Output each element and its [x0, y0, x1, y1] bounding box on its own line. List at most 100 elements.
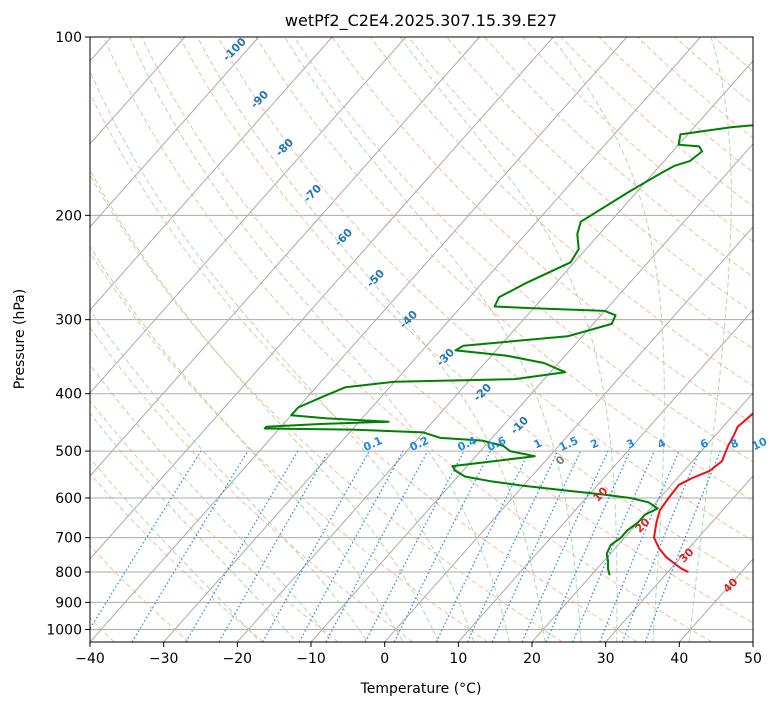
- x-tick-label: −10: [296, 651, 326, 667]
- temperature-line: [653, 412, 753, 573]
- dry-adiabat: [522, 37, 753, 243]
- moist-adiabat: [129, 37, 507, 630]
- moist-adiabat: [321, 629, 333, 642]
- moist-adiabat: [579, 629, 582, 642]
- dry-adiabat: [102, 37, 712, 642]
- mixing-ratio-label: 8: [728, 436, 740, 451]
- y-tick-label: 400: [55, 387, 82, 403]
- mixing-ratio-line: [298, 450, 404, 642]
- dry-adiabat: [90, 399, 339, 642]
- dry-adiabat: [560, 37, 753, 208]
- mixing-ratio-line: [364, 450, 465, 642]
- isotherm-line: [90, 37, 333, 311]
- isotherm-line: [752, 641, 753, 642]
- moist-adiabat: [690, 37, 732, 630]
- isotherm-line: [90, 37, 186, 145]
- moist-adiabat: [688, 629, 691, 642]
- isotherm-label: -10: [508, 414, 531, 437]
- mixing-ratio-line: [262, 450, 370, 642]
- y-tick-label: 700: [55, 531, 82, 547]
- data-lines: [263, 124, 753, 576]
- mixing-ratio-line: [185, 450, 299, 642]
- y-tick-label: 1000: [46, 622, 82, 638]
- mixing-ratio-line: [90, 450, 202, 630]
- y-tick-label: 900: [55, 595, 82, 611]
- mixing-ratio-label: 2: [588, 436, 600, 451]
- background-lines: [90, 37, 753, 642]
- moist-adiabat: [542, 629, 546, 642]
- isotherm-line: [90, 37, 554, 560]
- x-tick-label: 50: [744, 651, 762, 667]
- moist-adiabat: [358, 629, 369, 642]
- isotherm-label: -30: [434, 346, 457, 369]
- dry-adiabat: [408, 37, 753, 350]
- x-tick-label: 20: [523, 651, 541, 667]
- isotherm-line: [90, 37, 259, 228]
- y-tick-label: 600: [55, 491, 82, 507]
- x-tick-label: −20: [223, 651, 253, 667]
- mixing-ratio-line: [521, 450, 609, 642]
- moist-adiabat: [399, 37, 618, 630]
- dry-adiabat: [255, 37, 753, 502]
- isotherm-line: [531, 392, 753, 642]
- x-axis-label: Temperature (°C): [360, 681, 482, 697]
- dry-adiabat: [90, 92, 638, 642]
- moist-adiabat: [90, 309, 360, 630]
- mixing-ratio-line: [621, 450, 701, 642]
- plot-frame: [89, 36, 754, 643]
- mixing-ratio-label: 4: [655, 436, 668, 451]
- moist-adiabat: [551, 37, 665, 630]
- dewpoint-line: [263, 124, 753, 576]
- chart-title: wetPf2_C2E4.2025.307.15.39.E27: [285, 11, 557, 31]
- mixing-ratio-line: [325, 450, 429, 642]
- isotherm-line: [236, 60, 753, 642]
- moist-adiabat: [90, 168, 434, 630]
- mixing-ratio-line: [131, 450, 249, 642]
- y-tick-label: 100: [55, 30, 82, 46]
- mixing-ratio-line: [393, 450, 492, 642]
- moist-adiabat: [395, 629, 404, 642]
- mixing-ratio-line: [644, 450, 721, 642]
- dry-adiabat: [179, 37, 753, 583]
- moist-adiabat: [284, 629, 297, 642]
- isotherm-label: -20: [471, 381, 494, 404]
- isotherm-line: [384, 226, 753, 642]
- moist-adiabat: [284, 37, 581, 630]
- y-tick-label: 500: [55, 444, 82, 460]
- mixing-ratio-line: [218, 450, 330, 642]
- x-tick-label: −40: [75, 651, 105, 667]
- mixing-ratio-line: [572, 450, 655, 642]
- x-tick-label: 0: [380, 651, 389, 667]
- moist-adiabat: [90, 363, 323, 630]
- moist-adiabat: [196, 37, 544, 630]
- isotherm-label: -40: [397, 308, 420, 331]
- isotherm-label: -80: [273, 136, 296, 159]
- dry-adiabat: [90, 545, 190, 642]
- isotherm-line: [163, 37, 701, 642]
- dry-adiabat: [369, 37, 753, 387]
- mixing-ratio-line: [599, 450, 680, 642]
- x-tick-label: −30: [149, 651, 179, 667]
- mixing-ratio-label: 6: [698, 436, 711, 451]
- dry-adiabat: [293, 37, 753, 463]
- x-tick-label: 10: [449, 651, 467, 667]
- moist-adiabat: [505, 629, 510, 642]
- moist-adiabat: [90, 412, 286, 630]
- isotherm-line: [90, 37, 480, 477]
- mixing-ratio-label: 3: [624, 436, 636, 451]
- y-axis-ticks: 100 200 300 400 500 600 700 800 900 1000: [46, 30, 90, 638]
- dry-adiabat: [90, 173, 563, 642]
- y-tick-label: 800: [55, 565, 82, 581]
- isotherm-label: 30: [677, 545, 697, 565]
- x-axis-ticks: −40 −30 −20 −10 0 10 20 30 40 50: [75, 642, 762, 667]
- dry-adiabat: [90, 326, 414, 642]
- mixing-ratio-line: [545, 450, 631, 642]
- isotherm-line: [90, 37, 407, 394]
- isotherm-line: [605, 475, 753, 642]
- moist-adiabat: [432, 629, 440, 642]
- moist-adiabat: [90, 245, 397, 630]
- dry-adiabat: [90, 251, 488, 642]
- isotherm-label: -60: [332, 226, 355, 249]
- isotherm-line: [90, 37, 628, 642]
